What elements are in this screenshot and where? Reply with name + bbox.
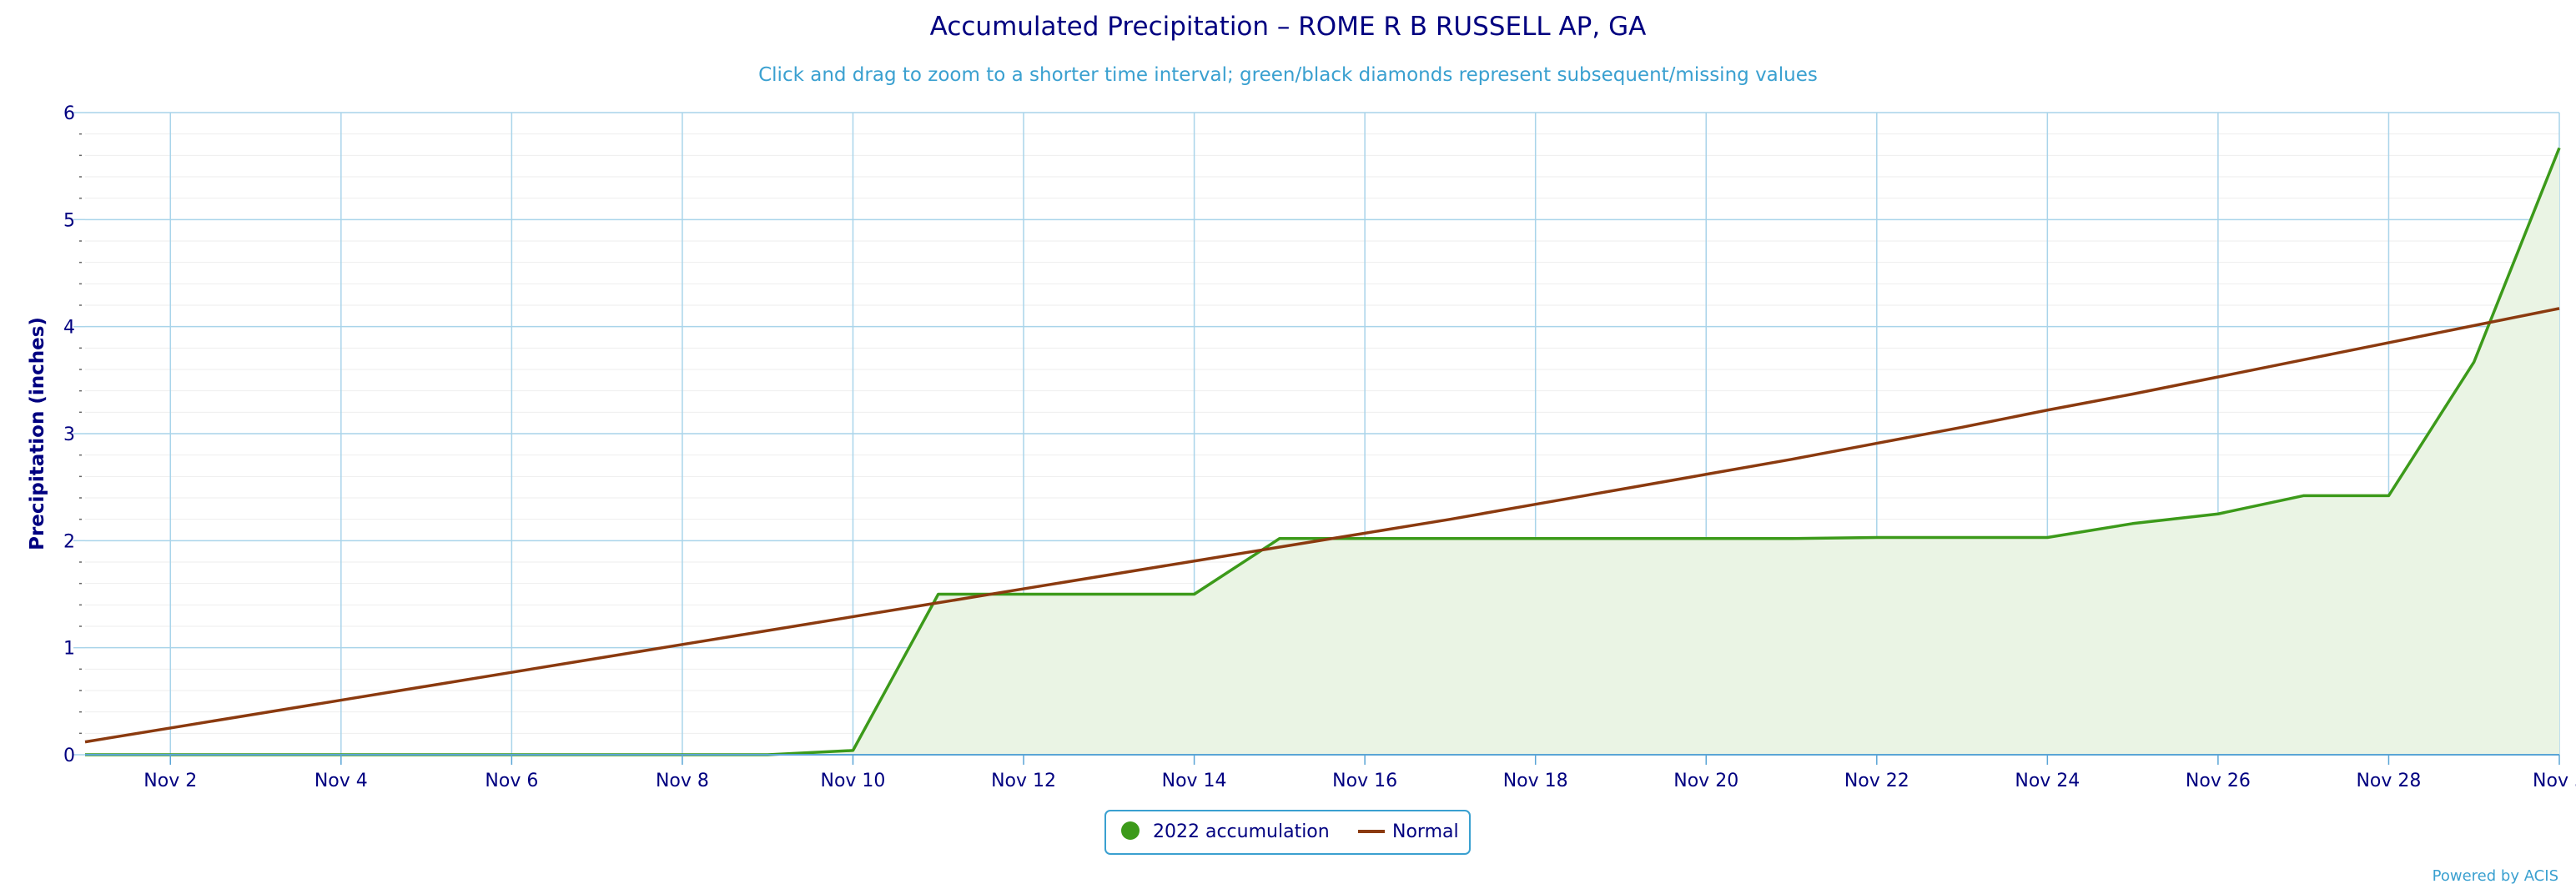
y-tick-label: 1 bbox=[63, 639, 75, 660]
x-tick-label: Nov 24 bbox=[2015, 771, 2080, 791]
credit-link[interactable]: Powered by ACIS bbox=[2433, 867, 2558, 885]
legend-box bbox=[1104, 810, 1471, 855]
legend-label-normal: Normal bbox=[1392, 821, 1459, 842]
legend[interactable]: 2022 accumulation Normal bbox=[1104, 810, 1471, 855]
x-tick-label: Nov 3 bbox=[2533, 771, 2576, 791]
legend-label-2022-accumulation: 2022 accumulation bbox=[1153, 821, 1330, 842]
x-tick-label: Nov 18 bbox=[1503, 771, 1568, 791]
y-tick-label: 3 bbox=[63, 424, 75, 445]
chart-subtitle: Click and drag to zoom to a shorter time… bbox=[758, 64, 1818, 86]
x-tick-label: Nov 10 bbox=[821, 771, 886, 791]
x-axis-ticks: Nov 2 Nov 4 Nov 6 Nov 8 Nov 10 Nov 12 Nov 14 No… bbox=[143, 755, 2576, 791]
x-tick-label: Nov 26 bbox=[2186, 771, 2251, 791]
x-tick-label: Nov 2 bbox=[143, 771, 197, 791]
legend-item-2022-accumulation[interactable]: 2022 accumulation bbox=[1121, 821, 1330, 842]
x-tick-label: Nov 4 bbox=[314, 771, 368, 791]
y-tick-label: 5 bbox=[63, 210, 75, 231]
x-tick-label: Nov 12 bbox=[991, 771, 1056, 791]
legend-item-normal[interactable]: Normal bbox=[1358, 821, 1459, 842]
x-tick-label: Nov 16 bbox=[1332, 771, 1397, 791]
chart-title: Accumulated Precipitation – ROME R B RUS… bbox=[930, 12, 1647, 42]
y-tick-label: 2 bbox=[63, 531, 75, 552]
legend-marker-2022-accumulation bbox=[1121, 821, 1140, 840]
y-tick-label: 6 bbox=[63, 103, 75, 124]
x-tick-label: Nov 22 bbox=[1844, 771, 1909, 791]
y-axis-label: Precipitation (inches) bbox=[27, 317, 48, 550]
series-layer bbox=[84, 147, 2561, 756]
accumulation-area bbox=[85, 148, 2559, 756]
x-tick-label: Nov 28 bbox=[2356, 771, 2421, 791]
x-tick-label: Nov 14 bbox=[1162, 771, 1227, 791]
y-tick-label: 0 bbox=[63, 746, 75, 766]
x-tick-label: Nov 6 bbox=[485, 771, 538, 791]
y-axis-ticks: 0 1 2 3 4 5 6 bbox=[63, 103, 75, 766]
y-tick-label: 4 bbox=[63, 318, 75, 339]
x-tick-label: Nov 8 bbox=[656, 771, 709, 791]
normal-line[interactable] bbox=[84, 307, 2560, 744]
x-tick-label: Nov 20 bbox=[1673, 771, 1738, 791]
